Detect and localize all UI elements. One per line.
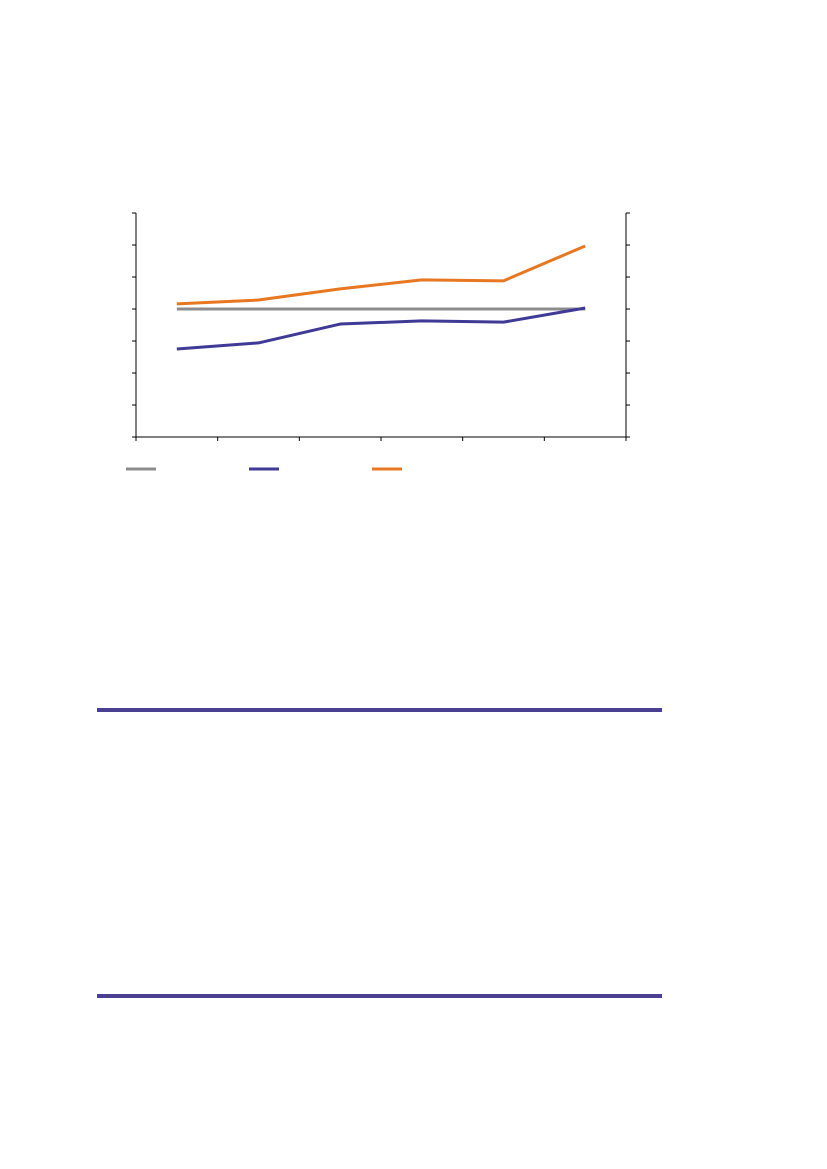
series-line [176,244,586,306]
series-line [176,306,586,351]
